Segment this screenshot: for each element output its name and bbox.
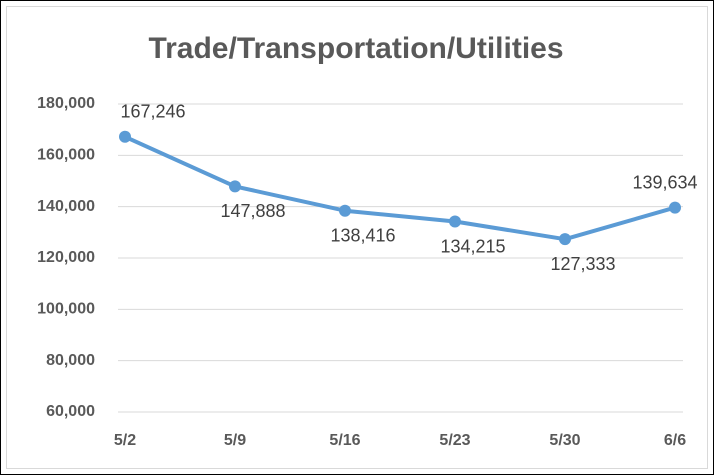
data-label: 134,215: [440, 236, 505, 256]
data-label: 167,246: [120, 101, 185, 121]
point: [119, 130, 131, 143]
x-tick-label: 5/2: [114, 432, 136, 449]
chart-border: [6, 6, 708, 469]
x-tick-label: 5/23: [439, 432, 470, 449]
point: [229, 180, 241, 193]
x-tick-label: 5/30: [549, 432, 580, 449]
line: [124, 134, 676, 242]
y-tick-label: 140,000: [37, 198, 95, 215]
chart-title: Trade/Transportation/Utilities: [148, 32, 563, 65]
y-tick-label: 60,000: [46, 403, 95, 420]
x-tick-label: 5/16: [329, 432, 360, 449]
y-tick-label: 120,000: [37, 249, 95, 266]
point: [339, 204, 351, 217]
y-tick-label: 80,000: [46, 352, 95, 369]
point: [559, 233, 571, 246]
point: [669, 201, 681, 214]
y-tick-label: 160,000: [37, 147, 95, 164]
data-label: 139,634: [632, 172, 697, 192]
x-tick-label: 5/9: [224, 432, 246, 449]
data-label: 127,333: [550, 254, 615, 274]
data-label: 147,888: [220, 201, 285, 221]
x-tick-label: 6/6: [664, 432, 686, 449]
point: [449, 215, 461, 228]
data-label: 138,416: [330, 225, 395, 245]
y-tick-label: 100,000: [37, 301, 95, 318]
y-tick-label: 180,000: [37, 95, 95, 112]
